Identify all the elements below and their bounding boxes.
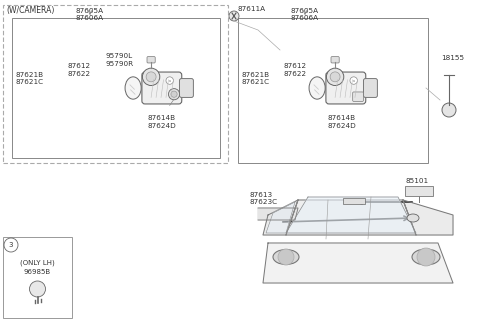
Ellipse shape — [309, 77, 325, 99]
FancyBboxPatch shape — [363, 79, 377, 97]
Text: 87613
87623C: 87613 87623C — [249, 192, 277, 205]
Bar — [343, 198, 365, 204]
Text: 87605A
87606A: 87605A 87606A — [76, 8, 104, 21]
Circle shape — [278, 249, 294, 265]
Bar — [3, 5, 228, 163]
Text: 87621B
87621C: 87621B 87621C — [15, 72, 43, 85]
Text: 3: 3 — [9, 242, 13, 248]
Bar — [238, 18, 428, 163]
Polygon shape — [258, 208, 298, 220]
FancyBboxPatch shape — [331, 57, 339, 63]
Circle shape — [326, 68, 344, 85]
Ellipse shape — [273, 250, 299, 265]
Circle shape — [417, 248, 435, 266]
Circle shape — [330, 72, 340, 82]
Text: 87611A: 87611A — [238, 6, 266, 12]
Circle shape — [146, 72, 156, 82]
FancyBboxPatch shape — [326, 72, 366, 104]
Text: 87612
87622: 87612 87622 — [68, 63, 91, 76]
Text: 87614B
87624D: 87614B 87624D — [147, 115, 176, 128]
Bar — [3, 237, 72, 318]
Polygon shape — [286, 200, 416, 235]
Circle shape — [168, 89, 180, 100]
Circle shape — [4, 238, 18, 252]
Circle shape — [442, 103, 456, 117]
Circle shape — [350, 77, 358, 84]
Ellipse shape — [407, 214, 419, 222]
Text: (ONLY LH): (ONLY LH) — [20, 259, 55, 266]
Polygon shape — [286, 197, 416, 233]
Circle shape — [166, 77, 173, 84]
Circle shape — [171, 91, 177, 97]
Polygon shape — [266, 202, 295, 233]
Text: a: a — [353, 79, 355, 83]
Text: 87614B
87624D: 87614B 87624D — [328, 115, 357, 128]
FancyBboxPatch shape — [180, 79, 193, 97]
Text: 87621B
87621C: 87621B 87621C — [242, 72, 270, 85]
Text: (W/CAMERA): (W/CAMERA) — [6, 6, 54, 15]
Ellipse shape — [125, 77, 141, 99]
FancyBboxPatch shape — [147, 57, 155, 63]
FancyBboxPatch shape — [142, 72, 182, 104]
Text: 87612
87622: 87612 87622 — [284, 63, 307, 76]
Text: 95790L
95790R: 95790L 95790R — [105, 53, 133, 67]
Circle shape — [143, 68, 160, 85]
FancyBboxPatch shape — [353, 92, 363, 101]
Circle shape — [29, 281, 46, 297]
Bar — [405, 186, 433, 196]
Text: 96985B: 96985B — [24, 269, 51, 275]
Text: a: a — [169, 79, 170, 83]
Bar — [12, 18, 220, 158]
Text: 85101: 85101 — [405, 178, 428, 184]
Ellipse shape — [412, 249, 440, 265]
Text: 87605A
87606A: 87605A 87606A — [291, 8, 319, 21]
Text: 18155: 18155 — [441, 55, 464, 61]
Polygon shape — [263, 243, 453, 283]
Polygon shape — [263, 200, 298, 235]
Circle shape — [229, 11, 239, 21]
Polygon shape — [403, 200, 453, 235]
